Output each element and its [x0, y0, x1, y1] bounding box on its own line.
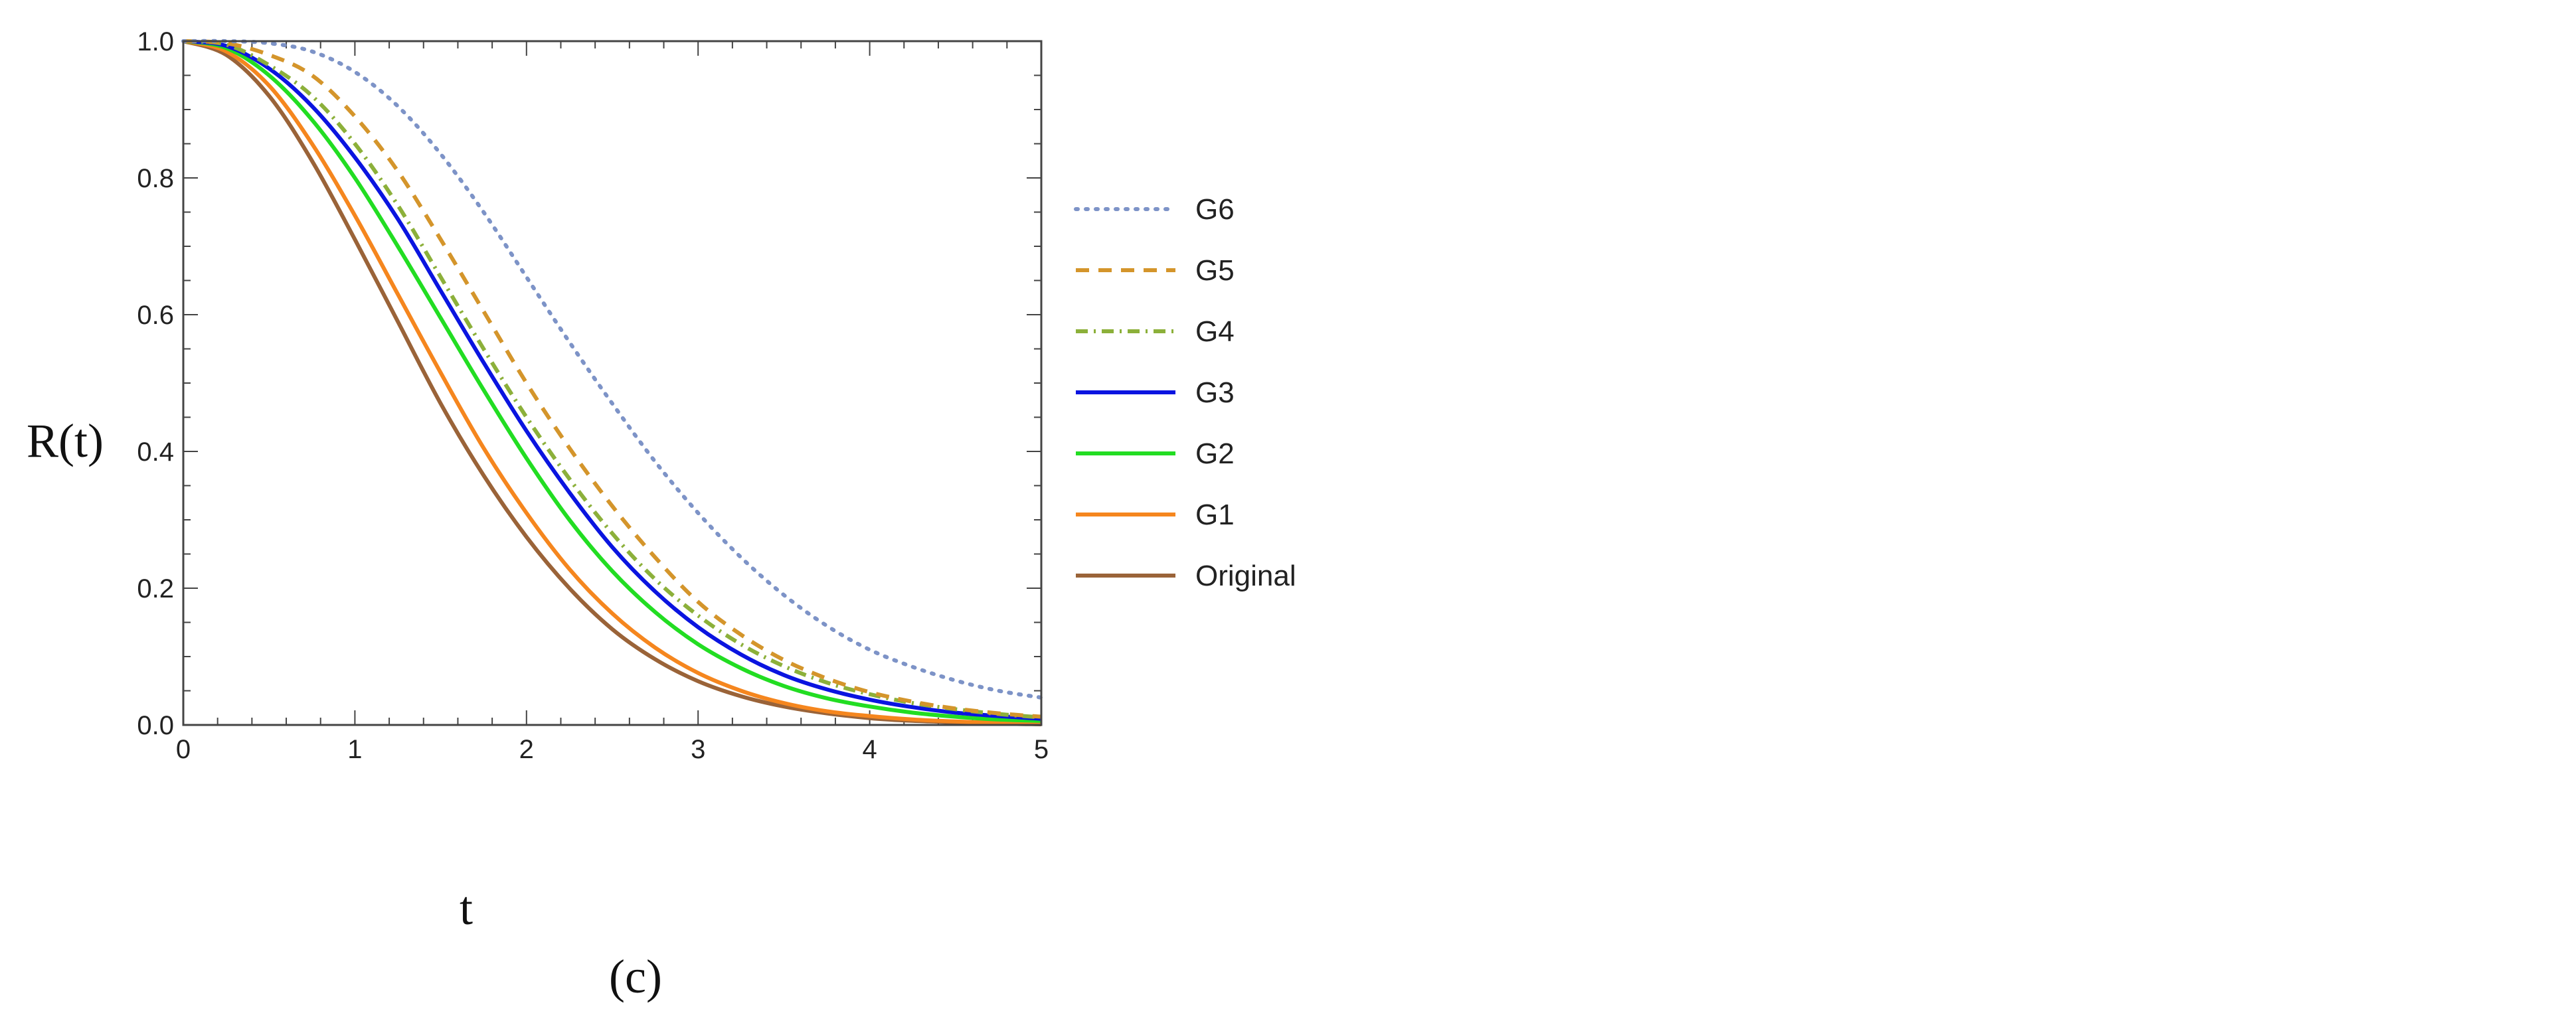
y-tick-label: 1.0 — [137, 27, 174, 56]
y-tick-label: 0.0 — [137, 711, 174, 740]
series-line-g1 — [183, 39, 1042, 726]
x-tick-label: 0 — [176, 735, 191, 764]
legend-label-original: Original — [1195, 560, 1296, 592]
x-axis-title: t — [460, 882, 473, 935]
legend: G6 G5 G4 G3 G2 G1 Original — [1074, 193, 1296, 592]
series-line-g5 — [183, 39, 1042, 719]
tick-labels-group: 0 1 2 3 4 5 0.0 0.2 0.4 0.6 0.8 1.0 — [137, 27, 1049, 764]
legend-label-g5: G5 — [1195, 254, 1235, 287]
series-line-g6 — [181, 39, 1043, 700]
panel-label: (c) — [609, 950, 662, 1003]
legend-label-g3: G3 — [1195, 376, 1235, 409]
y-tick-label: 0.6 — [137, 301, 174, 330]
series-line-g3 — [183, 39, 1042, 721]
series-group — [181, 39, 1043, 726]
legend-label-g4: G4 — [1195, 315, 1235, 348]
plot-frame — [182, 40, 1043, 726]
x-tick-label: 4 — [862, 735, 877, 764]
y-axis-title: R(t) — [27, 414, 104, 467]
series-line-g2 — [183, 39, 1042, 723]
x-tick-label: 5 — [1034, 735, 1049, 764]
x-tick-label: 2 — [519, 735, 534, 764]
legend-label-g2: G2 — [1195, 437, 1235, 470]
legend-label-g1: G1 — [1195, 499, 1235, 531]
legend-label-g6: G6 — [1195, 193, 1235, 226]
y-tick-label: 0.2 — [137, 574, 174, 603]
x-tick-label: 1 — [347, 735, 362, 764]
y-tick-label: 0.8 — [137, 164, 174, 193]
x-tick-label: 3 — [691, 735, 705, 764]
y-tick-label: 0.4 — [137, 437, 174, 467]
